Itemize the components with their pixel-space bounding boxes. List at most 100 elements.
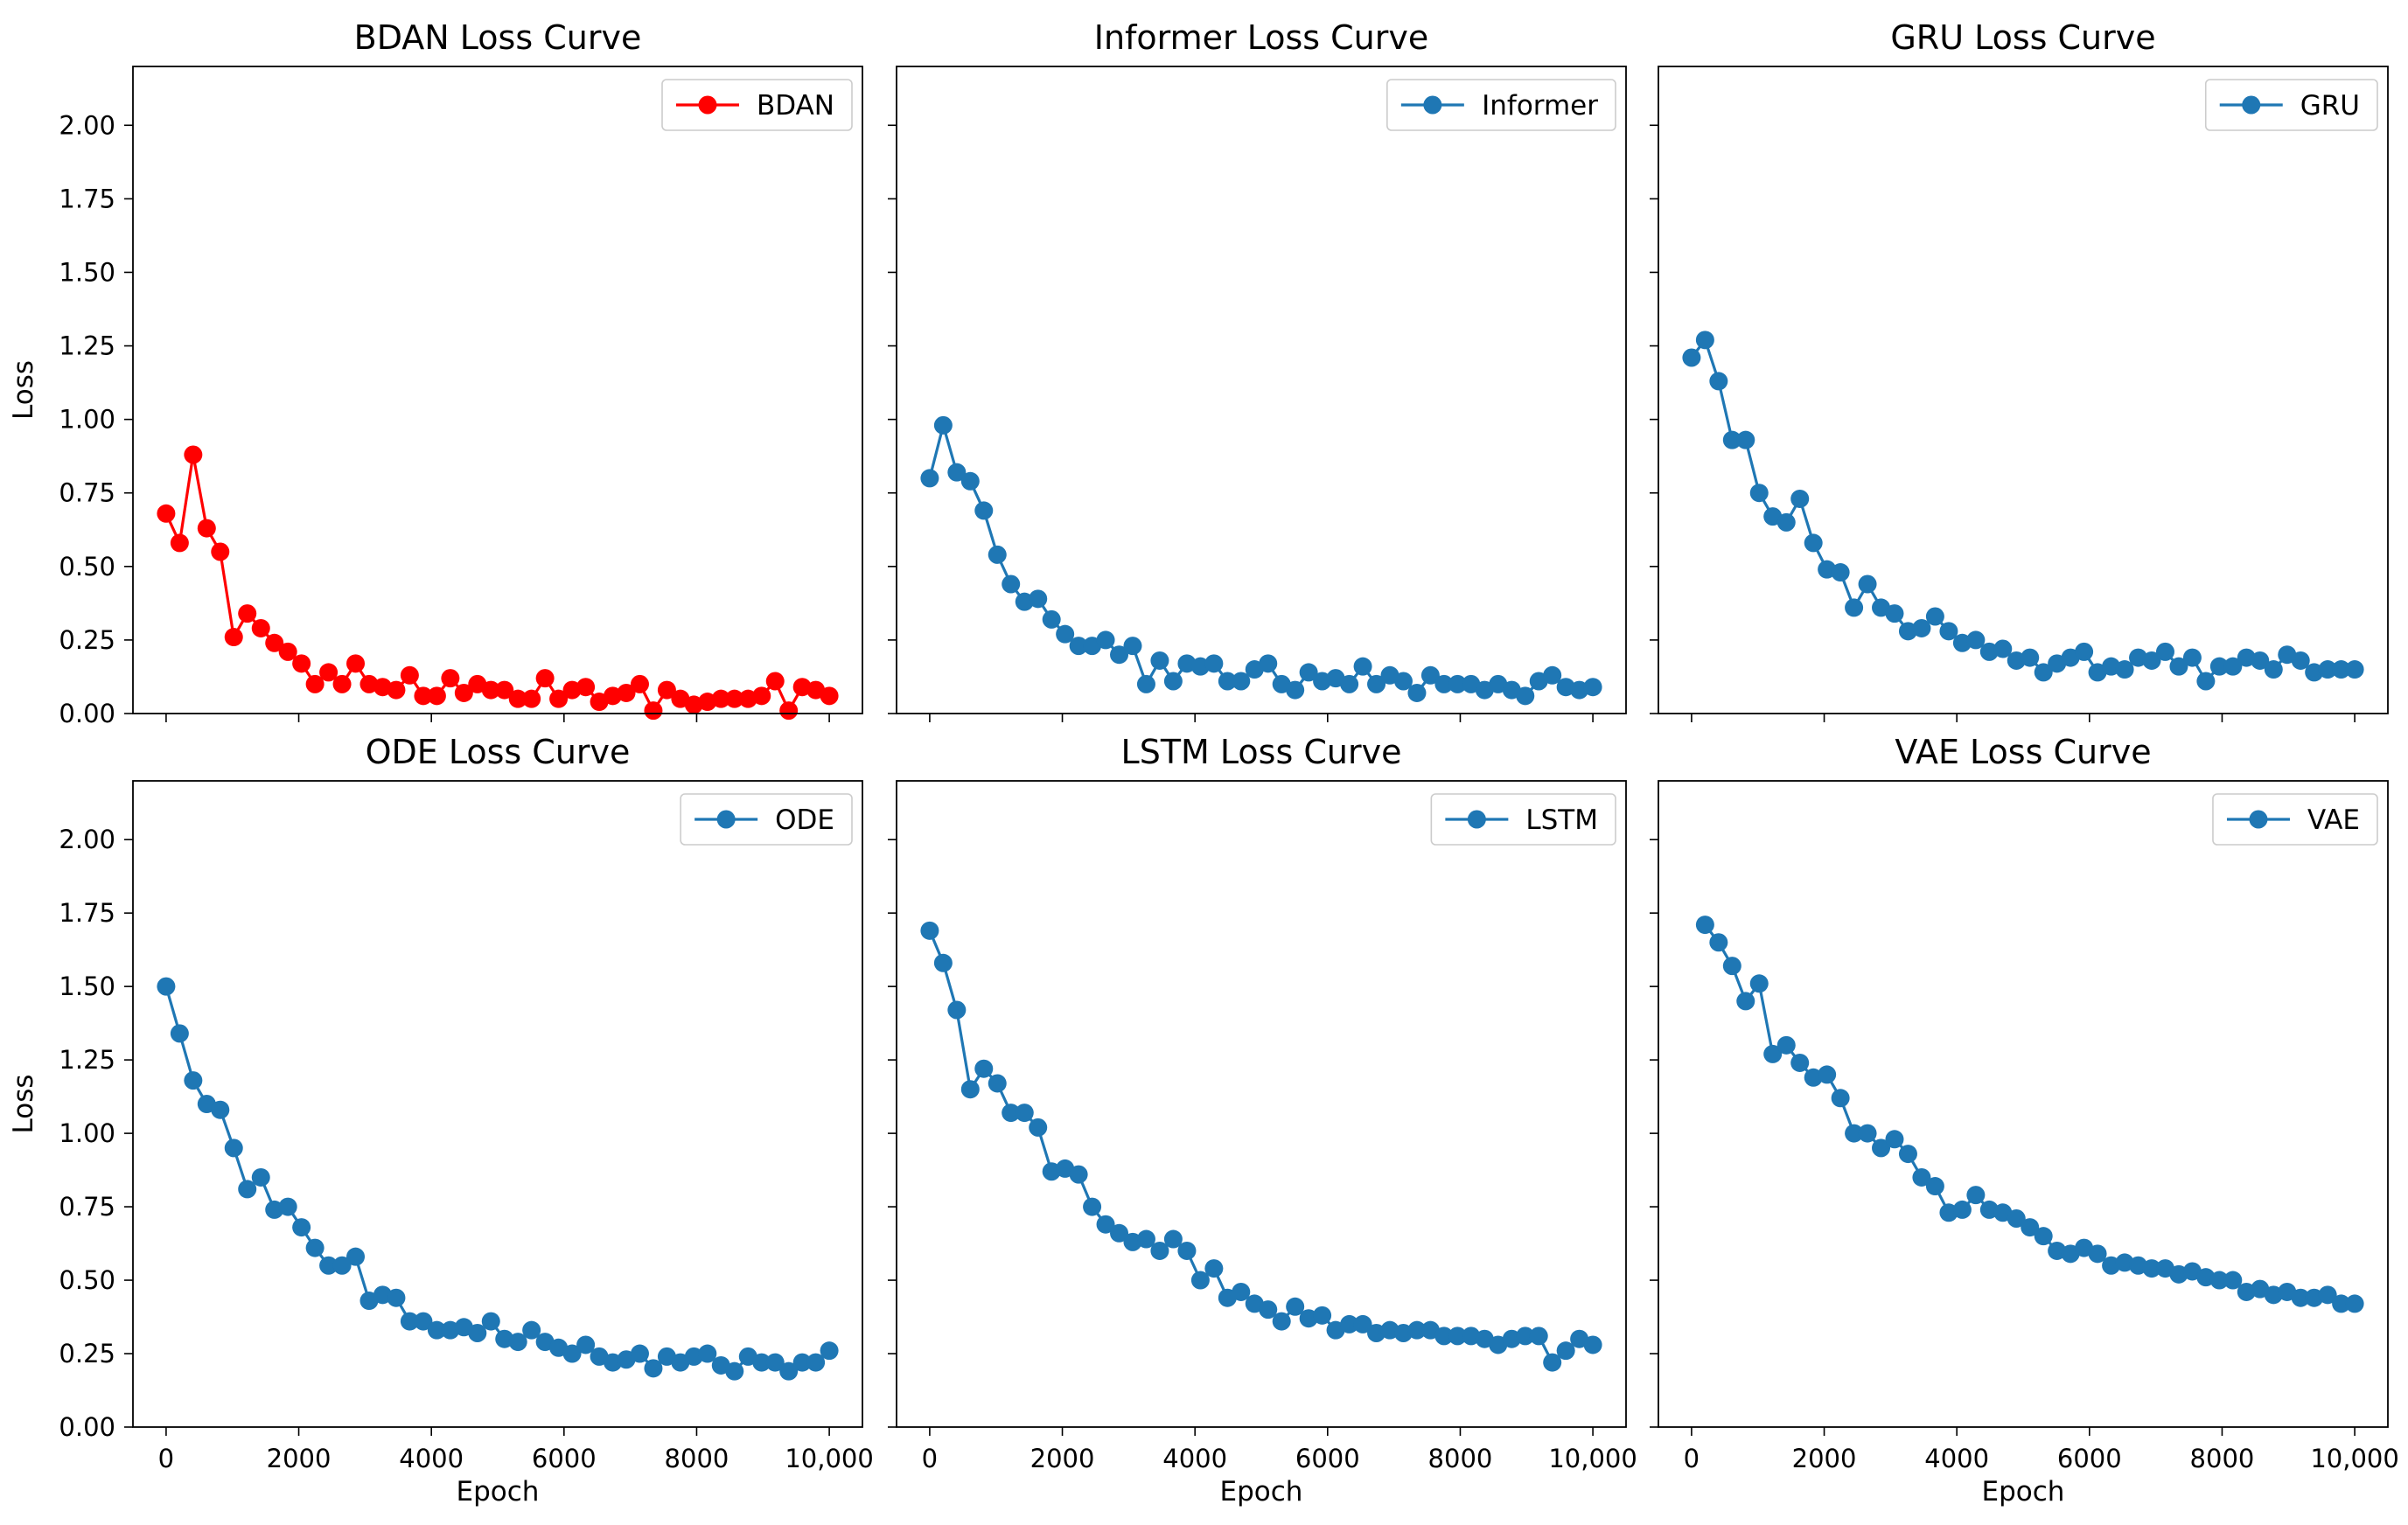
plot-frame xyxy=(1658,781,2388,1427)
chart-title: VAE Loss Curve xyxy=(1895,733,2151,771)
data-point xyxy=(346,654,365,672)
data-point xyxy=(1885,1130,1903,1148)
data-point xyxy=(292,1218,311,1236)
data-point xyxy=(1029,589,1047,608)
data-point xyxy=(225,628,243,646)
data-point xyxy=(1696,916,1714,934)
data-point xyxy=(2265,660,2283,679)
y-tick-label: 0.25 xyxy=(59,625,115,655)
legend-label: VAE xyxy=(2307,804,2360,836)
x-tick-label: 8000 xyxy=(665,1444,729,1473)
series-line-vae xyxy=(1705,925,2355,1304)
data-point xyxy=(1530,1327,1548,1345)
x-axis-label: Epoch xyxy=(457,1476,540,1508)
legend-label: LSTM xyxy=(1525,804,1598,836)
data-point xyxy=(401,666,419,685)
x-tick-label: 0 xyxy=(922,1444,938,1473)
data-point xyxy=(961,1080,980,1098)
data-point xyxy=(1354,658,1372,676)
y-tick-label: 0.00 xyxy=(59,699,115,728)
legend-label: ODE xyxy=(775,804,834,836)
data-point xyxy=(934,954,953,972)
data-point xyxy=(631,675,649,693)
y-tick-label: 0.50 xyxy=(59,1265,115,1295)
x-tick-label: 6000 xyxy=(1295,1444,1360,1473)
data-point xyxy=(1777,513,1796,532)
x-axis-label: Epoch xyxy=(1982,1476,2065,1508)
data-point xyxy=(1696,331,1714,349)
data-point xyxy=(1259,654,1277,672)
x-tick-label: 0 xyxy=(1684,1444,1700,1473)
data-point xyxy=(961,472,980,491)
legend-marker xyxy=(2249,811,2267,829)
data-point xyxy=(1682,349,1700,367)
x-tick-label: 0 xyxy=(158,1444,174,1473)
data-point xyxy=(1790,1054,1809,1072)
data-point xyxy=(1150,651,1169,670)
figure: BDAN Loss Curve0.000.250.500.751.001.251… xyxy=(0,0,2408,1525)
y-tick-label: 1.50 xyxy=(59,257,115,287)
chart-panel-vae: VAE Loss Curve 0 2000 4000 6000 8000 10,000 Epo… xyxy=(1650,733,2399,1508)
y-tick-label: 0.75 xyxy=(59,478,115,508)
data-point xyxy=(2156,643,2174,661)
y-tick-label: 2.00 xyxy=(59,110,115,140)
data-point xyxy=(184,446,202,464)
chart-panel-bdan: BDAN Loss Curve 0.00 0.25 0.50 0.75 1.00 1.25 1… xyxy=(8,18,862,728)
legend: BDAN xyxy=(662,80,852,130)
data-point xyxy=(1777,1036,1796,1055)
data-point xyxy=(1723,957,1741,975)
data-point xyxy=(1273,1313,1291,1331)
x-tick-label: 2000 xyxy=(1030,1444,1095,1473)
data-point xyxy=(1407,684,1426,702)
data-point xyxy=(482,1313,500,1331)
data-point xyxy=(1584,1335,1602,1354)
x-tick-label: 4000 xyxy=(399,1444,464,1473)
data-point xyxy=(1736,992,1755,1010)
data-point xyxy=(1832,1089,1850,1107)
y-tick-label: 1.75 xyxy=(59,184,115,213)
data-point xyxy=(522,690,541,708)
data-point xyxy=(1137,675,1155,693)
data-point xyxy=(988,546,1007,564)
data-point xyxy=(1340,675,1358,693)
data-point xyxy=(1070,1166,1088,1184)
x-tick-label: 8000 xyxy=(1428,1444,1493,1473)
data-point xyxy=(1859,575,1877,594)
data-point xyxy=(333,675,352,693)
data-point xyxy=(2075,643,2093,661)
chart-title: Informer Loss Curve xyxy=(1094,18,1429,57)
data-point xyxy=(252,619,270,637)
data-point xyxy=(1926,608,1944,626)
data-point xyxy=(292,654,311,672)
series-line-informer xyxy=(930,425,1593,695)
data-point xyxy=(974,1060,993,1078)
data-point xyxy=(1736,431,1755,449)
x-tick-label: 4000 xyxy=(1924,1444,1989,1473)
legend: GRU xyxy=(2206,80,2377,130)
data-point xyxy=(1859,1125,1877,1143)
data-point xyxy=(225,1139,243,1157)
y-tick-label: 1.25 xyxy=(59,1045,115,1075)
data-point xyxy=(441,669,459,687)
y-tick-label: 1.25 xyxy=(59,331,115,361)
data-point xyxy=(252,1168,270,1187)
data-point xyxy=(428,686,446,705)
data-point xyxy=(1043,610,1061,629)
y-tick-label: 2.00 xyxy=(59,825,115,854)
x-axis-label: Epoch xyxy=(1220,1476,1303,1508)
legend-marker xyxy=(699,96,717,115)
x-tick-label: 6000 xyxy=(532,1444,597,1473)
data-point xyxy=(2183,649,2202,667)
data-point xyxy=(934,416,953,435)
series-line-gru xyxy=(1692,340,2355,681)
y-axis-label: Loss xyxy=(8,360,39,420)
data-point xyxy=(1204,1259,1223,1278)
data-point xyxy=(1097,630,1115,649)
data-point xyxy=(1016,1104,1034,1122)
data-point xyxy=(211,1101,229,1119)
data-point xyxy=(1966,1186,1985,1204)
legend-marker xyxy=(2242,96,2260,115)
data-point xyxy=(1177,1242,1196,1260)
x-tick-label: 8000 xyxy=(2190,1444,2255,1473)
data-point xyxy=(1804,533,1823,552)
